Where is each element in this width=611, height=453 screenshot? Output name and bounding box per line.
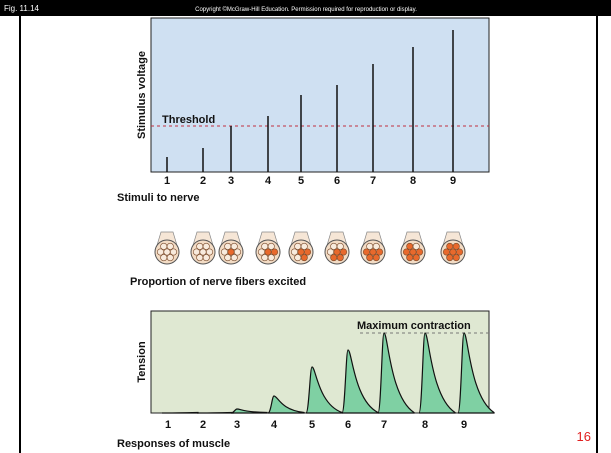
fiber xyxy=(291,249,297,255)
fiber xyxy=(167,243,173,249)
stimulus-plot xyxy=(151,18,489,172)
fiber xyxy=(301,243,307,249)
fiber xyxy=(265,249,271,255)
x-tick-label: 1 xyxy=(165,419,171,431)
fiber xyxy=(340,249,346,255)
fiber xyxy=(262,254,268,260)
fiber xyxy=(453,254,459,260)
x-tick-label: 2 xyxy=(200,175,206,187)
fiber xyxy=(373,243,379,249)
fiber xyxy=(407,254,413,260)
fiber xyxy=(327,249,333,255)
fiber xyxy=(200,249,206,255)
fiber xyxy=(295,243,301,249)
x-tick-label: 8 xyxy=(410,175,416,187)
x-label: Responses of muscle xyxy=(117,438,230,450)
fiber xyxy=(197,254,203,260)
fiber xyxy=(221,249,227,255)
fiber xyxy=(447,243,453,249)
x-tick-label: 6 xyxy=(345,419,351,431)
x-tick-label: 5 xyxy=(298,175,304,187)
fiber xyxy=(161,243,167,249)
fiber xyxy=(167,254,173,260)
fiber xyxy=(203,243,209,249)
fiber xyxy=(453,243,459,249)
fiber xyxy=(456,249,462,255)
threshold-label: Threshold xyxy=(162,114,215,126)
fiber xyxy=(206,249,212,255)
x-tick-label: 9 xyxy=(461,419,467,431)
fiber xyxy=(331,243,337,249)
fiber xyxy=(268,243,274,249)
fiber xyxy=(197,243,203,249)
fiber xyxy=(443,249,449,255)
fiber xyxy=(231,243,237,249)
fiber xyxy=(373,254,379,260)
x-tick-label: 7 xyxy=(381,419,387,431)
fiber xyxy=(413,254,419,260)
fiber xyxy=(268,254,274,260)
figure-label: Fig. 11.14 xyxy=(4,4,40,13)
x-tick-label: 6 xyxy=(334,175,340,187)
y-label: Tension xyxy=(136,341,148,383)
fiber xyxy=(157,249,163,255)
fiber xyxy=(193,249,199,255)
fiber xyxy=(304,249,310,255)
fiber xyxy=(203,254,209,260)
fiber xyxy=(413,243,419,249)
x-tick-label: 4 xyxy=(271,419,278,431)
fiber xyxy=(370,249,376,255)
x-tick-label: 9 xyxy=(450,175,456,187)
x-tick-label: 7 xyxy=(370,175,376,187)
x-tick-label: 8 xyxy=(422,419,428,431)
fiber xyxy=(262,243,268,249)
fiber xyxy=(403,249,409,255)
fiber xyxy=(410,249,416,255)
fiber-label: Proportion of nerve fibers excited xyxy=(130,276,306,288)
fiber xyxy=(234,249,240,255)
page-number: 16 xyxy=(577,429,591,444)
fiber xyxy=(367,243,373,249)
fiber xyxy=(225,254,231,260)
fiber xyxy=(447,254,453,260)
x-tick-label: 3 xyxy=(228,175,234,187)
slide: Fig. 11.14 Copyright ©McGraw-Hill Educat… xyxy=(0,0,611,453)
fiber xyxy=(367,254,373,260)
fiber xyxy=(231,254,237,260)
fiber xyxy=(363,249,369,255)
fiber xyxy=(376,249,382,255)
fiber xyxy=(164,249,170,255)
copyright: Copyright ©McGraw-Hill Education. Permis… xyxy=(195,6,417,13)
max-label: Maximum contraction xyxy=(357,320,471,332)
x-tick-label: 1 xyxy=(164,175,170,187)
fiber xyxy=(407,243,413,249)
fiber xyxy=(258,249,264,255)
fiber xyxy=(170,249,176,255)
x-tick-label: 3 xyxy=(234,419,240,431)
fiber xyxy=(331,254,337,260)
fiber xyxy=(298,249,304,255)
twitch xyxy=(162,413,198,414)
x-tick-label: 2 xyxy=(200,419,206,431)
x-tick-label: 4 xyxy=(265,175,272,187)
fiber xyxy=(228,249,234,255)
x-label: Stimuli to nerve xyxy=(117,192,200,204)
fiber xyxy=(301,254,307,260)
fiber xyxy=(161,254,167,260)
fiber xyxy=(225,243,231,249)
twitch xyxy=(197,413,233,414)
fiber xyxy=(337,254,343,260)
fiber xyxy=(295,254,301,260)
fiber xyxy=(337,243,343,249)
fiber xyxy=(416,249,422,255)
y-label: Stimulus voltage xyxy=(136,51,148,139)
fiber xyxy=(450,249,456,255)
x-tick-label: 5 xyxy=(309,419,315,431)
fiber xyxy=(334,249,340,255)
fiber xyxy=(271,249,277,255)
